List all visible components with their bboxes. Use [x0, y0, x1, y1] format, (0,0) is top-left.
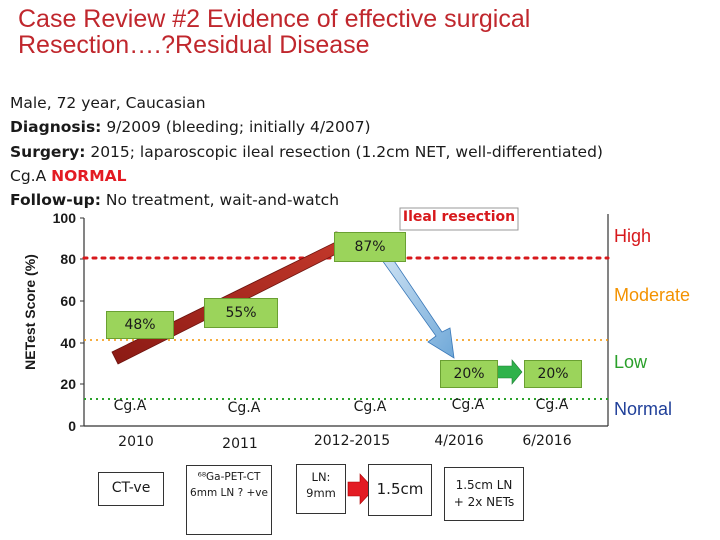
- y-axis-label: NETest Score (%): [22, 254, 38, 370]
- stable-arrow: [495, 359, 523, 385]
- y-tick-marks: [80, 217, 84, 427]
- note-ga-pet-ct: ⁶⁸Ga-PET-CT 6mm LN ? +ve: [186, 465, 272, 535]
- y-axis-label-wrap: NETest Score (%): [20, 234, 40, 394]
- diagnosis-label: Diagnosis:: [10, 118, 102, 136]
- y-tick-label: 100: [52, 210, 76, 226]
- note-ga-pet-ct-text: ⁶⁸Ga-PET-CT 6mm LN ? +ve: [190, 471, 268, 499]
- title-line-2: Resection….?Residual Disease: [18, 31, 370, 59]
- note-1-5cm-ln-nets: 1.5cm LN + 2x NETs: [444, 467, 524, 521]
- note-ln-nets-text: 1.5cm LN + 2x NETs: [453, 478, 515, 509]
- cga-line: Cg.A NORMAL: [10, 166, 127, 186]
- cga-normal-value: NORMAL: [51, 167, 127, 185]
- note-1-5cm: 1.5cm: [368, 464, 432, 516]
- year-label: 2012-2015: [313, 433, 391, 449]
- surgery-label: Surgery:: [10, 143, 86, 161]
- year-label: 2010: [118, 434, 154, 450]
- surgery-line: Surgery: 2015; laparoscopic ileal resect…: [10, 142, 603, 162]
- y-tick-label: 0: [68, 418, 76, 434]
- surgery-text: 2015; laparoscopic ileal resection (1.2c…: [85, 143, 603, 161]
- score-box: 55%: [204, 298, 278, 328]
- y-tick-label: 60: [60, 293, 76, 309]
- cga-marker: Cg.A: [535, 397, 569, 413]
- cga-marker: Cg.A: [227, 400, 261, 416]
- year-label: 4/2016: [434, 433, 484, 449]
- y-tick-label: 20: [60, 376, 76, 392]
- zone-label-high: High: [614, 226, 652, 246]
- note-ln-size: 9mm: [306, 486, 336, 500]
- diagnosis-line: Diagnosis: 9/2009 (bleeding; initially 4…: [10, 117, 371, 137]
- y-tick-label: 40: [60, 335, 76, 351]
- zone-label-moderate: Moderate: [614, 285, 691, 305]
- note-ct-negative: CT-ve: [98, 472, 164, 506]
- followup-line: Follow-up: No treatment, wait-and-watch: [10, 190, 339, 210]
- score-box: 48%: [106, 311, 174, 339]
- followup-label: Follow-up:: [10, 191, 101, 209]
- zone-label-low: Low: [614, 352, 648, 372]
- ileal-resection-label: Ileal resection: [402, 209, 516, 225]
- note-ln-9mm: LN: 9mm: [296, 464, 346, 514]
- followup-text: No treatment, wait-and-watch: [100, 191, 340, 209]
- diagnosis-text: 9/2009 (bleeding; initially 4/2007): [101, 118, 371, 136]
- cga-marker: Cg.A: [113, 398, 147, 414]
- cga-label: Cg.A: [10, 167, 52, 185]
- y-tick-label: 80: [60, 251, 76, 267]
- title-line-1: Case Review #2 Evidence of effective sur…: [18, 5, 531, 33]
- score-box: 87%: [334, 232, 406, 262]
- patient-demographics: Male, 72 year, Caucasian: [10, 94, 206, 112]
- slide-title: Case Review #2 Evidence of effective sur…: [18, 6, 718, 58]
- cga-marker: Cg.A: [353, 399, 387, 415]
- score-box: 20%: [524, 360, 582, 388]
- year-label: 6/2016: [522, 433, 572, 449]
- cga-marker: Cg.A: [451, 397, 485, 413]
- growth-arrow: [347, 473, 375, 505]
- zone-label-normal: Normal: [614, 399, 673, 419]
- year-label: 2011: [222, 436, 258, 452]
- ileal-resection-box: [399, 207, 519, 231]
- score-box: 20%: [440, 360, 498, 388]
- note-ln-label: LN:: [311, 470, 331, 484]
